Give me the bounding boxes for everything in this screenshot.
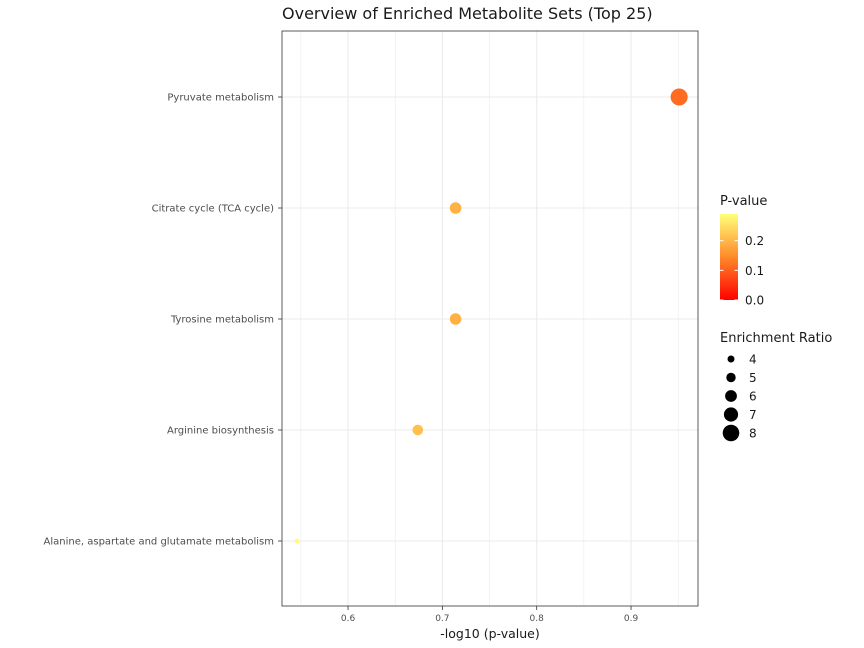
y-tick-label: Alanine, aspartate and glutamate metabol… <box>44 537 274 548</box>
y-tick-label: Citrate cycle (TCA cycle) <box>152 204 274 215</box>
x-axis: 0.6 0.7 0.8 0.9 <box>341 606 639 624</box>
data-point <box>449 313 462 325</box>
data-points <box>294 88 688 544</box>
pvalue-legend-label: 0.2 <box>745 234 764 248</box>
size-legend-label: 5 <box>749 371 757 385</box>
enrichment-ratio-legend: Enrichment Ratio 4 5 6 7 8 <box>720 331 832 442</box>
data-point <box>294 538 300 544</box>
size-legend-label: 6 <box>749 390 757 404</box>
size-legend-label: 4 <box>749 353 757 367</box>
chart-title: Overview of Enriched Metabolite Sets (To… <box>282 4 653 23</box>
size-legend-label: 7 <box>749 408 757 422</box>
enrichment-ratio-legend-title: Enrichment Ratio <box>720 331 832 346</box>
y-tick-label: Arginine biosynthesis <box>167 426 274 437</box>
y-axis: Pyruvate metabolism Citrate cycle (TCA cy… <box>44 93 282 548</box>
x-axis-title: -log10 (p-value) <box>440 626 539 641</box>
size-legend-key <box>723 407 739 422</box>
data-point <box>449 202 462 214</box>
gridlines <box>282 31 698 606</box>
y-tick-label: Tyrosine metabolism <box>170 315 274 326</box>
size-legend-key <box>726 372 736 383</box>
pvalue-legend-label: 0.0 <box>745 294 764 308</box>
pvalue-legend-label: 0.1 <box>745 264 764 278</box>
data-point <box>670 88 688 106</box>
data-point <box>412 424 424 436</box>
pvalue-legend: P-value 0.2 0.1 0.0 <box>720 194 767 308</box>
size-legend-key <box>722 424 740 442</box>
pvalue-legend-title: P-value <box>720 194 767 209</box>
size-legend-label: 8 <box>749 427 757 441</box>
size-legend-key <box>727 355 735 363</box>
x-tick-label: 0.6 <box>341 614 356 624</box>
x-tick-label: 0.9 <box>624 614 639 624</box>
y-tick-label: Pyruvate metabolism <box>167 93 274 104</box>
plot-panel <box>281 30 699 607</box>
pvalue-colorbar <box>720 214 738 300</box>
x-tick-label: 0.7 <box>435 614 449 624</box>
size-legend-key <box>725 390 737 402</box>
x-tick-label: 0.8 <box>530 614 545 624</box>
